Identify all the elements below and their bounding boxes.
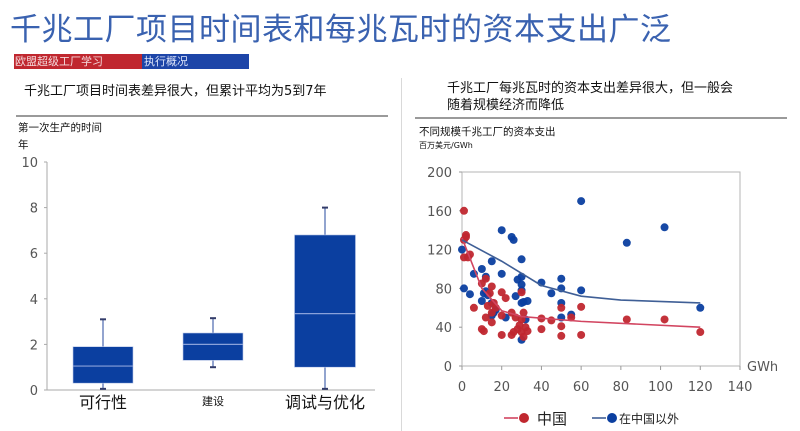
china-data-point [461, 232, 470, 241]
china-data-point [487, 318, 496, 327]
legend-china-label: 中国 [537, 410, 567, 428]
outside-china-data-point [660, 223, 669, 232]
china-data-point [557, 322, 566, 331]
y-tick-label: 200 [427, 166, 452, 181]
category-label: 调试与优化 [285, 393, 365, 412]
page-title: 千兆工厂项目时间表和每兆瓦时的资本支出广泛 [10, 12, 672, 48]
outside-china-data-point [511, 292, 520, 301]
outside-china-data-point [557, 274, 566, 283]
china-data-point [497, 288, 506, 297]
y-tick-label: 160 [427, 205, 452, 220]
outside-china-data-point [696, 303, 705, 312]
outside-china-data-point [465, 290, 474, 299]
right-chart-unit: 百万美元/GWh [419, 141, 473, 150]
outside-china-data-point [547, 289, 556, 298]
china-data-point [622, 315, 631, 324]
outside-china-data-point [509, 235, 518, 244]
china-data-point [660, 315, 669, 324]
china-data-point [459, 206, 468, 215]
y-tick-label: 40 [435, 321, 452, 336]
china-data-point [497, 330, 506, 339]
china-data-point [517, 288, 526, 297]
outside-china-data-point [517, 255, 526, 264]
y-tick-label: 8 [30, 202, 38, 217]
outside-china-data-point [577, 286, 586, 295]
box [72, 346, 134, 384]
x-tick-label: 0 [458, 380, 466, 395]
outside-china-data-point [523, 297, 532, 306]
x-tick-label: 120 [688, 380, 713, 395]
category-label: 可行性 [79, 393, 127, 412]
china-data-point [557, 331, 566, 340]
right-subtitle-line1: 千兆工厂每兆瓦时的资本支出差异很大，但一般会 [447, 81, 734, 96]
x-tick-label: 60 [573, 380, 590, 395]
section-tag-summary: 执行概况 [142, 54, 249, 69]
china-data-point [519, 308, 528, 317]
left-chart-title: 第一次生产的时间 [18, 122, 102, 134]
scatter-chart: 0 40 80 120 160 200 0 20 40 60 80 100 120 140 GWh 中国 在中国… [427, 166, 778, 428]
right-chart-title: 不同规模千兆工厂的资本支出 [419, 126, 556, 138]
china-data-point [519, 332, 528, 341]
china-data-point [537, 325, 546, 334]
x-tick-label: 80 [613, 380, 630, 395]
y-tick-label: 0 [30, 384, 38, 399]
y-tick-label: 2 [30, 338, 38, 353]
right-subtitle: 千兆工厂每兆瓦时的资本支出差异很大，但一般会 随着规模经济而降低 [447, 80, 733, 114]
legend-outside-marker [607, 413, 617, 423]
box [294, 234, 356, 368]
outside-china-data-point [517, 280, 526, 289]
china-data-point [497, 311, 506, 320]
x-tick-label: 40 [533, 380, 550, 395]
china-data-point [479, 327, 488, 336]
left-chart-unit: 年 [18, 139, 29, 151]
box-plot-chart: 0 2 4 6 8 10 可行性 建设 调试与优化 [21, 156, 375, 412]
right-subtitle-line2: 随着规模经济而降低 [447, 98, 565, 113]
outside-china-data-point [458, 245, 466, 254]
outside-china-data-point [477, 297, 486, 306]
plot-frame [461, 171, 741, 367]
outside-china-data-point [497, 269, 506, 278]
left-divider-rule [16, 115, 388, 117]
section-tag-study: 欧盟超级工厂学习 [14, 54, 143, 69]
china-trend-line [461, 237, 701, 328]
outside-china-data-point [577, 197, 586, 206]
y-tick-label: 0 [444, 360, 452, 375]
legend-outside-label: 在中国以外 [619, 411, 679, 426]
china-data-point [696, 328, 705, 337]
china-data-point [487, 282, 496, 291]
panel-divider [401, 78, 402, 431]
y-tick-label: 80 [435, 282, 452, 297]
china-data-point [469, 303, 478, 312]
china-data-point [481, 313, 490, 322]
china-data-point [523, 327, 532, 336]
china-data-point [577, 302, 586, 311]
right-divider-rule [415, 117, 787, 119]
china-data-point [577, 330, 586, 339]
y-tick-label: 120 [427, 244, 452, 259]
box [182, 332, 244, 361]
x-tick-label: 140 [728, 380, 753, 395]
china-data-point [501, 294, 510, 303]
x-tick-label: 100 [648, 380, 673, 395]
left-subtitle: 千兆工厂项目时间表差异很大，但累计平均为5到7年 [24, 84, 327, 99]
x-tick-label: 20 [493, 380, 510, 395]
outside-china-data-point [487, 257, 496, 266]
china-data-point [483, 301, 492, 310]
y-tick-label: 6 [30, 247, 38, 262]
china-data-point [547, 316, 556, 325]
y-tick-label: 10 [21, 156, 38, 171]
outside-china-data-point [477, 265, 486, 273]
y-tick-label: 4 [30, 293, 38, 308]
china-data-point [567, 313, 576, 322]
china-data-point [557, 303, 566, 312]
outside-china-data-point [497, 226, 506, 235]
x-axis-unit: GWh [747, 360, 778, 375]
category-label: 建设 [202, 394, 224, 408]
outside-china-data-point [622, 238, 631, 247]
china-data-point [481, 274, 490, 283]
legend-china-marker [519, 413, 529, 423]
outside-china-data-point [459, 284, 468, 293]
outside-china-trend-line [461, 239, 701, 304]
